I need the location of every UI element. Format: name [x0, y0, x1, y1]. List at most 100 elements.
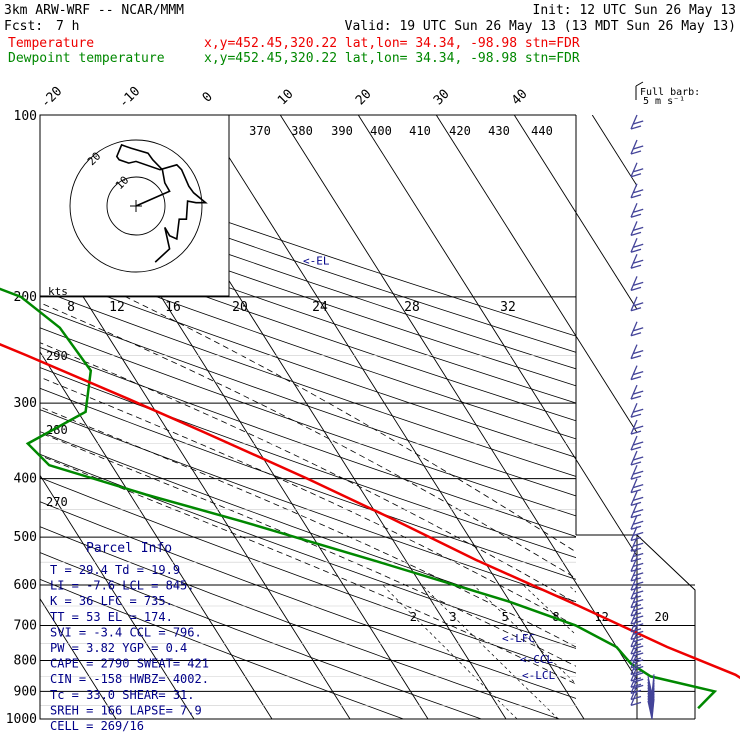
wind-barb [630, 646, 644, 662]
wind-barb [630, 450, 644, 466]
wind-barb [630, 584, 644, 600]
wind-barb [630, 253, 644, 269]
pressure-label: 800 [14, 653, 37, 668]
diagram-skewed-edge [576, 534, 696, 719]
wind-barb [630, 491, 644, 507]
wind-barb [630, 617, 644, 633]
init-time: Init: 12 UTC Sun 26 May 13 [533, 3, 737, 18]
parcel-level-label: <-EL [303, 254, 330, 267]
isotherm-label: 0 [200, 89, 216, 105]
theta-label: 400 [370, 124, 392, 138]
mixing-ratio-label: 2 [410, 610, 417, 624]
theta-label: 420 [449, 124, 471, 138]
isotherm-line [357, 115, 637, 557]
isotherm-label: 10 [275, 87, 297, 109]
isotherm-line [201, 115, 585, 719]
parcel-level-label: <-LCL [522, 669, 555, 682]
wind-barb [630, 238, 644, 253]
wind-barb-legend-title: Full barb: [640, 87, 700, 98]
pressure-label: 400 [14, 472, 37, 487]
forecast-hour: 7 h [56, 19, 79, 34]
parcel-info-row: LI = -7.6 LCL = 845. [50, 579, 195, 593]
wind-barb [630, 609, 644, 625]
diagram-frame [39, 114, 638, 720]
hodograph-ring-20 [69, 139, 203, 273]
dewpoint-profile-line [0, 287, 718, 710]
isotherm-line [279, 115, 637, 681]
pressure-label: 200 [14, 290, 37, 305]
mixing-ratio-label: 5 [502, 610, 509, 624]
parcel-level-label: <-CCL [520, 653, 553, 666]
wind-barb [630, 384, 644, 400]
pressure-label: 500 [14, 530, 37, 545]
wind-barb [630, 515, 644, 530]
wind-barb [630, 321, 644, 337]
hodograph-axis-tick: 20 [232, 300, 248, 315]
wind-barb [630, 203, 644, 218]
wind-barb [630, 114, 644, 130]
wind-barb [630, 464, 644, 480]
wind-barb [630, 503, 644, 519]
isotherm-line [513, 115, 637, 311]
temperature-location-info: x,y=452.45,320.22 lat,lon= 34.34, -98.98… [204, 36, 580, 51]
parcel-level-label: <-LFC [502, 632, 535, 645]
wind-barb [630, 593, 644, 609]
parcel-info-title: Parcel Info [86, 541, 172, 556]
parcel-info-row: TT = 53 EL = 174. [50, 610, 173, 624]
parcel-level-markers: <-EL <-LFC <-CCL <-LCL [303, 254, 555, 682]
theta-label: 270 [46, 495, 68, 509]
isotherm-line [40, 597, 117, 719]
wind-barb [630, 526, 644, 542]
parcel-info-row: Tc = 33.0 SHEAR= 31. [50, 688, 195, 702]
wind-barb [630, 402, 644, 418]
wind-barb [630, 625, 644, 641]
moist-adiabat [40, 406, 576, 648]
pressure-label: 900 [14, 684, 37, 699]
mixing-ratio-line [382, 584, 518, 719]
forecast-label: Fcst: [4, 19, 43, 34]
pressure-label: 700 [14, 618, 37, 633]
isotherm-label: 20 [353, 87, 375, 109]
temperature-legend: Temperature [8, 36, 94, 51]
wind-barb [630, 478, 644, 494]
wind-barb-legend-unit: 5 m s⁻¹ [643, 96, 685, 107]
parcel-info-row: CIN = -158 HWBZ= 4002. [50, 672, 209, 686]
hodograph-axis-label: kts [48, 285, 68, 298]
isotherm-line [591, 115, 637, 187]
theta-label: 440 [531, 124, 553, 138]
theta-label: 390 [331, 124, 353, 138]
mixing-ratio-label: 20 [655, 610, 669, 624]
theta-labels: 370 380 390 400 410 420 430 440 290 280 270 [46, 124, 553, 509]
wind-barb [630, 183, 644, 199]
mixing-ratio-line [421, 584, 559, 719]
hodograph-axis-tick: 28 [404, 300, 420, 315]
wind-barb [630, 632, 644, 648]
isotherm-label: 40 [509, 87, 531, 109]
isotherm-line [40, 351, 273, 719]
isotherm-line [40, 227, 351, 719]
pressure-axis-labels: 100 200 300 400 500 600 700 800 900 1000 [6, 109, 37, 727]
temperature-profile-line [0, 342, 740, 680]
wind-barb [630, 344, 644, 360]
wind-barb [630, 162, 644, 178]
hodograph-axis-tick: 8 [67, 300, 75, 315]
moist-adiabat [40, 455, 576, 685]
parcel-info-row: CELL = 269/16 [50, 719, 144, 733]
pressure-label: 1000 [6, 712, 37, 727]
theta-label: 430 [488, 124, 510, 138]
isotherm-lines [40, 115, 637, 719]
isotherm-label: 30 [431, 87, 453, 109]
hodograph-axis-tick: 12 [109, 300, 125, 315]
wind-barb [630, 601, 644, 617]
theta-label: 410 [409, 124, 431, 138]
hodograph-axis-tick: 24 [312, 300, 328, 315]
parcel-info-row: SVI = -3.4 CCL = 796. [50, 625, 202, 639]
model-title: 3km ARW-WRF -- NCAR/MMM [4, 3, 184, 18]
moist-adiabat [125, 296, 576, 553]
isotherm-label: -10 [116, 84, 143, 111]
pressure-label: 600 [14, 578, 37, 593]
hodograph-trace [115, 143, 208, 263]
